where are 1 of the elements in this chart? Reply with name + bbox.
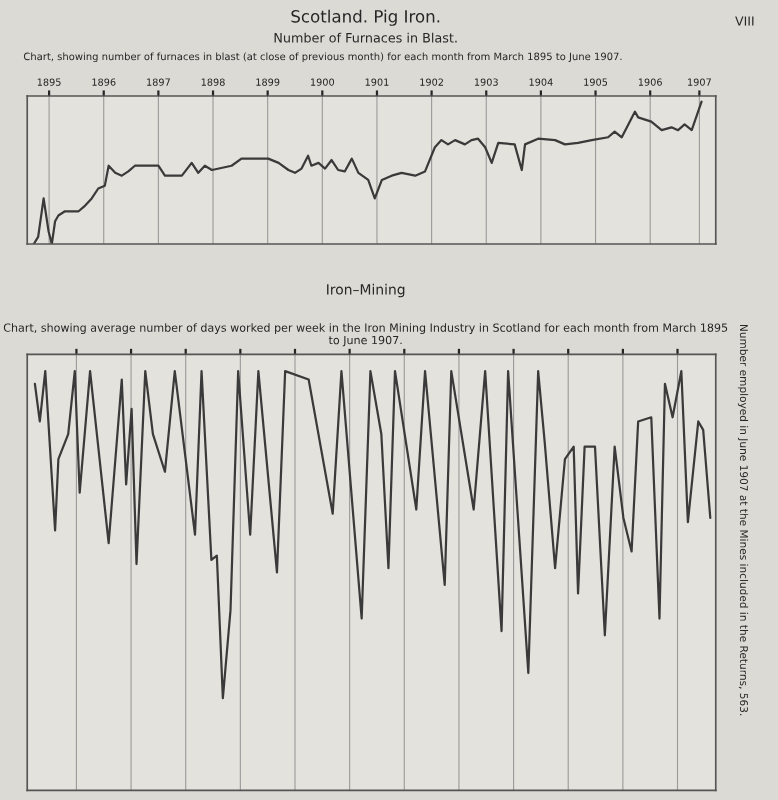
chart-title: Scotland. Pig Iron. (291, 9, 440, 26)
